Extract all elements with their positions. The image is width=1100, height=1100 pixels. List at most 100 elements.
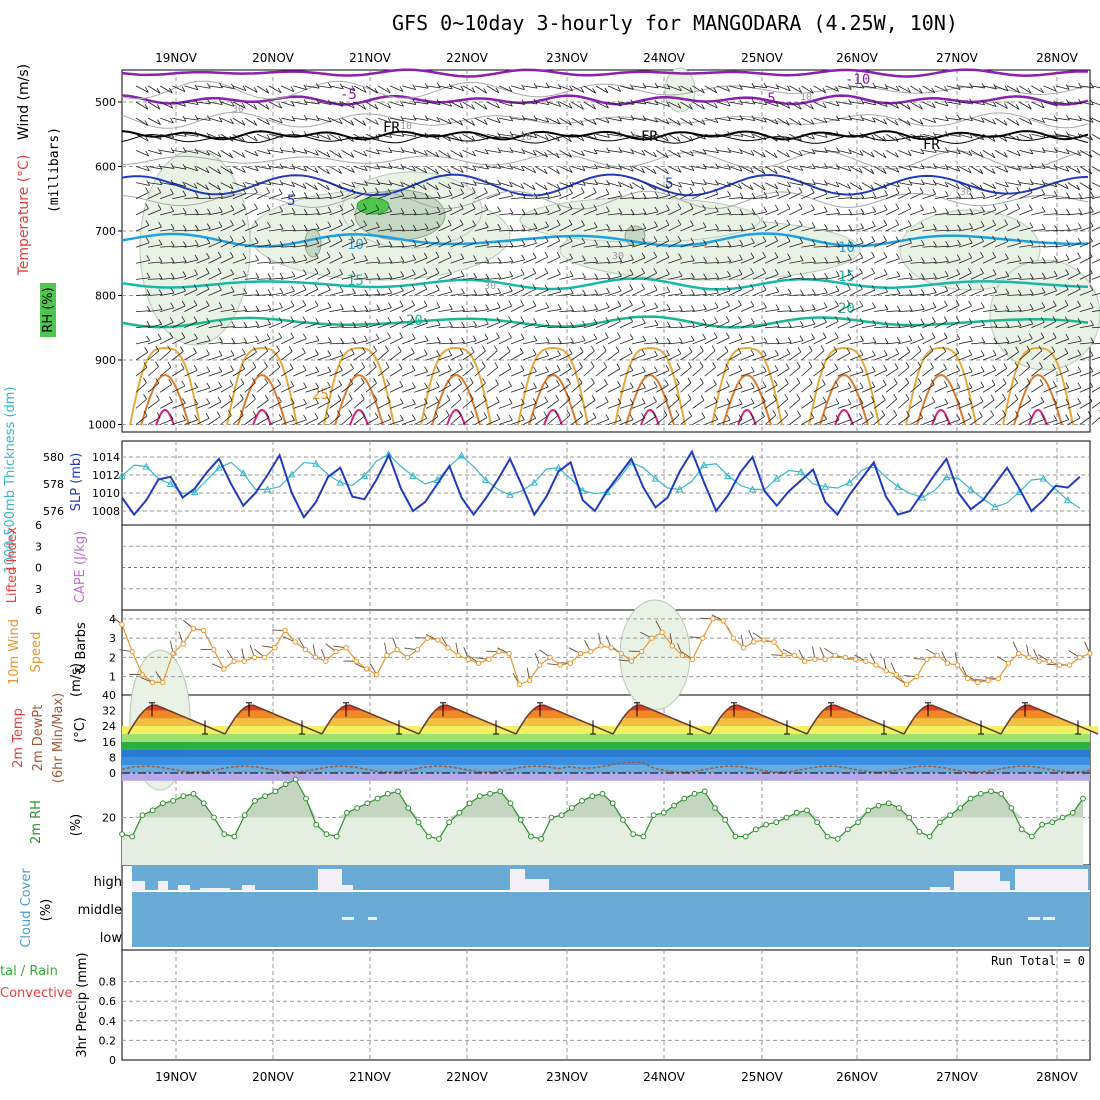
wind-barb-shaft (656, 166, 669, 175)
wind-barb-shaft (994, 398, 1006, 409)
wind-barb-shaft (244, 182, 259, 186)
wind-barb-feather (593, 148, 598, 155)
wind-barb-feather (483, 119, 488, 125)
wind-barb-feather (399, 316, 403, 322)
wind-barb-shaft (135, 277, 150, 280)
wind-barb-feather (701, 412, 706, 418)
wind-barb-shaft (704, 384, 717, 393)
wind-barb-feather (602, 345, 607, 351)
wind-barb-shaft (474, 399, 487, 409)
wind-barb-feather (784, 409, 789, 416)
wind-barb-shaft (813, 367, 825, 377)
wind-barb-shaft (873, 240, 887, 248)
wind-barb-shaft (595, 245, 610, 248)
wind-barb-shaft (547, 342, 562, 345)
wind-barb-feather (156, 88, 161, 94)
wind-barb-shaft (789, 260, 804, 264)
wind-barb-feather (290, 316, 295, 322)
2m-rh-marker (855, 819, 861, 826)
wind-barb-shaft (172, 368, 185, 377)
wind-barb-shaft (825, 419, 840, 425)
wind-barb-shaft (172, 212, 187, 216)
wind-barb-shaft (402, 149, 416, 154)
wind-barb-shaft (825, 321, 839, 329)
wind-barb-feather (836, 131, 840, 137)
2m-rh-marker (344, 809, 350, 816)
wind-barb-shaft (220, 399, 233, 409)
wind-barb-feather (194, 192, 199, 198)
cloud-level-label: low (100, 931, 123, 946)
wind-barb-shaft (293, 244, 308, 248)
wind-barb-shaft (631, 402, 646, 409)
wind-barb-shaft (704, 228, 719, 232)
wind-barb-shaft (486, 401, 500, 409)
wind-barb-feather (351, 188, 356, 194)
wind-barb-shaft (305, 182, 318, 191)
wind-barb-feather (1066, 224, 1070, 231)
wind-barb-feather (980, 268, 984, 274)
wind-barb-shaft (329, 240, 343, 248)
wind-barb-feather (544, 236, 549, 242)
wind-barb-shaft (958, 166, 972, 174)
wind-barb-shaft (559, 85, 573, 92)
wind-barb-shaft (148, 261, 163, 264)
wind-barb-shaft (1091, 293, 1100, 296)
wind-barb-shaft (1043, 245, 1058, 248)
wind-barb-shaft (389, 419, 404, 425)
wind-barb-feather (302, 365, 307, 371)
wind-barb-shaft (148, 309, 163, 313)
wind-barb-shaft (644, 85, 659, 89)
wind-barb-shaft (595, 292, 610, 296)
wind-barb-shaft (825, 245, 840, 248)
wind-barb-shaft (377, 211, 392, 216)
wind-barb-feather (787, 305, 792, 311)
wind-barb-shaft (752, 371, 767, 377)
wind-barb-shaft (861, 101, 876, 106)
wind-barb-shaft (293, 259, 307, 264)
wind-barb-shaft (982, 342, 998, 345)
wind-barb-feather (557, 350, 561, 356)
wind-barb-shaft (680, 325, 695, 329)
wind-barb-feather (930, 379, 935, 385)
wind-barb-shaft (317, 226, 331, 232)
wind-barb-feather (470, 346, 475, 353)
mid-cloud-clear-block (1028, 917, 1040, 920)
wind-barb-shaft (462, 166, 477, 171)
wind-barb-feather (569, 181, 574, 188)
wind-barb-feather (690, 255, 695, 261)
wind-barb-shaft (607, 419, 622, 425)
wind-barb-shaft (353, 117, 366, 126)
wind-barb-feather (799, 320, 804, 327)
wind-barb-shaft (680, 310, 695, 313)
wind-barb-shaft (813, 277, 828, 280)
wind-barb-feather (1089, 117, 1094, 123)
wind-barb-shaft (680, 366, 692, 377)
wind-barb-feather (303, 208, 308, 215)
wind-barb-shaft (632, 197, 647, 200)
wind-barb-shaft (837, 85, 852, 90)
wind-barb-feather (677, 219, 682, 225)
wind-barb-feather (253, 87, 258, 93)
wind-barb-shaft (329, 273, 343, 280)
wind-barb-shaft (160, 292, 175, 296)
wind-barb-shaft (1019, 308, 1034, 313)
wind-barb-shaft (982, 415, 994, 425)
wind-barb-shaft (317, 401, 331, 409)
wind-barb-shaft (644, 371, 658, 377)
wind-barb-feather (338, 235, 343, 241)
wind-barb-shaft (135, 208, 149, 216)
wind-barb-feather (170, 302, 174, 308)
wind-barb-feather (495, 379, 499, 385)
2m-rh-marker (865, 807, 872, 814)
10m-wind-marker (455, 652, 461, 659)
wind-barb-feather (727, 225, 732, 231)
wind-barb-shaft (692, 338, 706, 345)
wind-barb-feather (194, 382, 198, 388)
wind-barb-feather (859, 252, 864, 259)
10m-wind-marker (506, 650, 512, 657)
wind-barb-shaft (668, 224, 682, 232)
wind-barb-feather (1005, 271, 1010, 277)
wind-barb-shaft (704, 292, 719, 296)
wind-barb-shaft (716, 385, 730, 393)
wind-barb-shaft (631, 257, 646, 264)
